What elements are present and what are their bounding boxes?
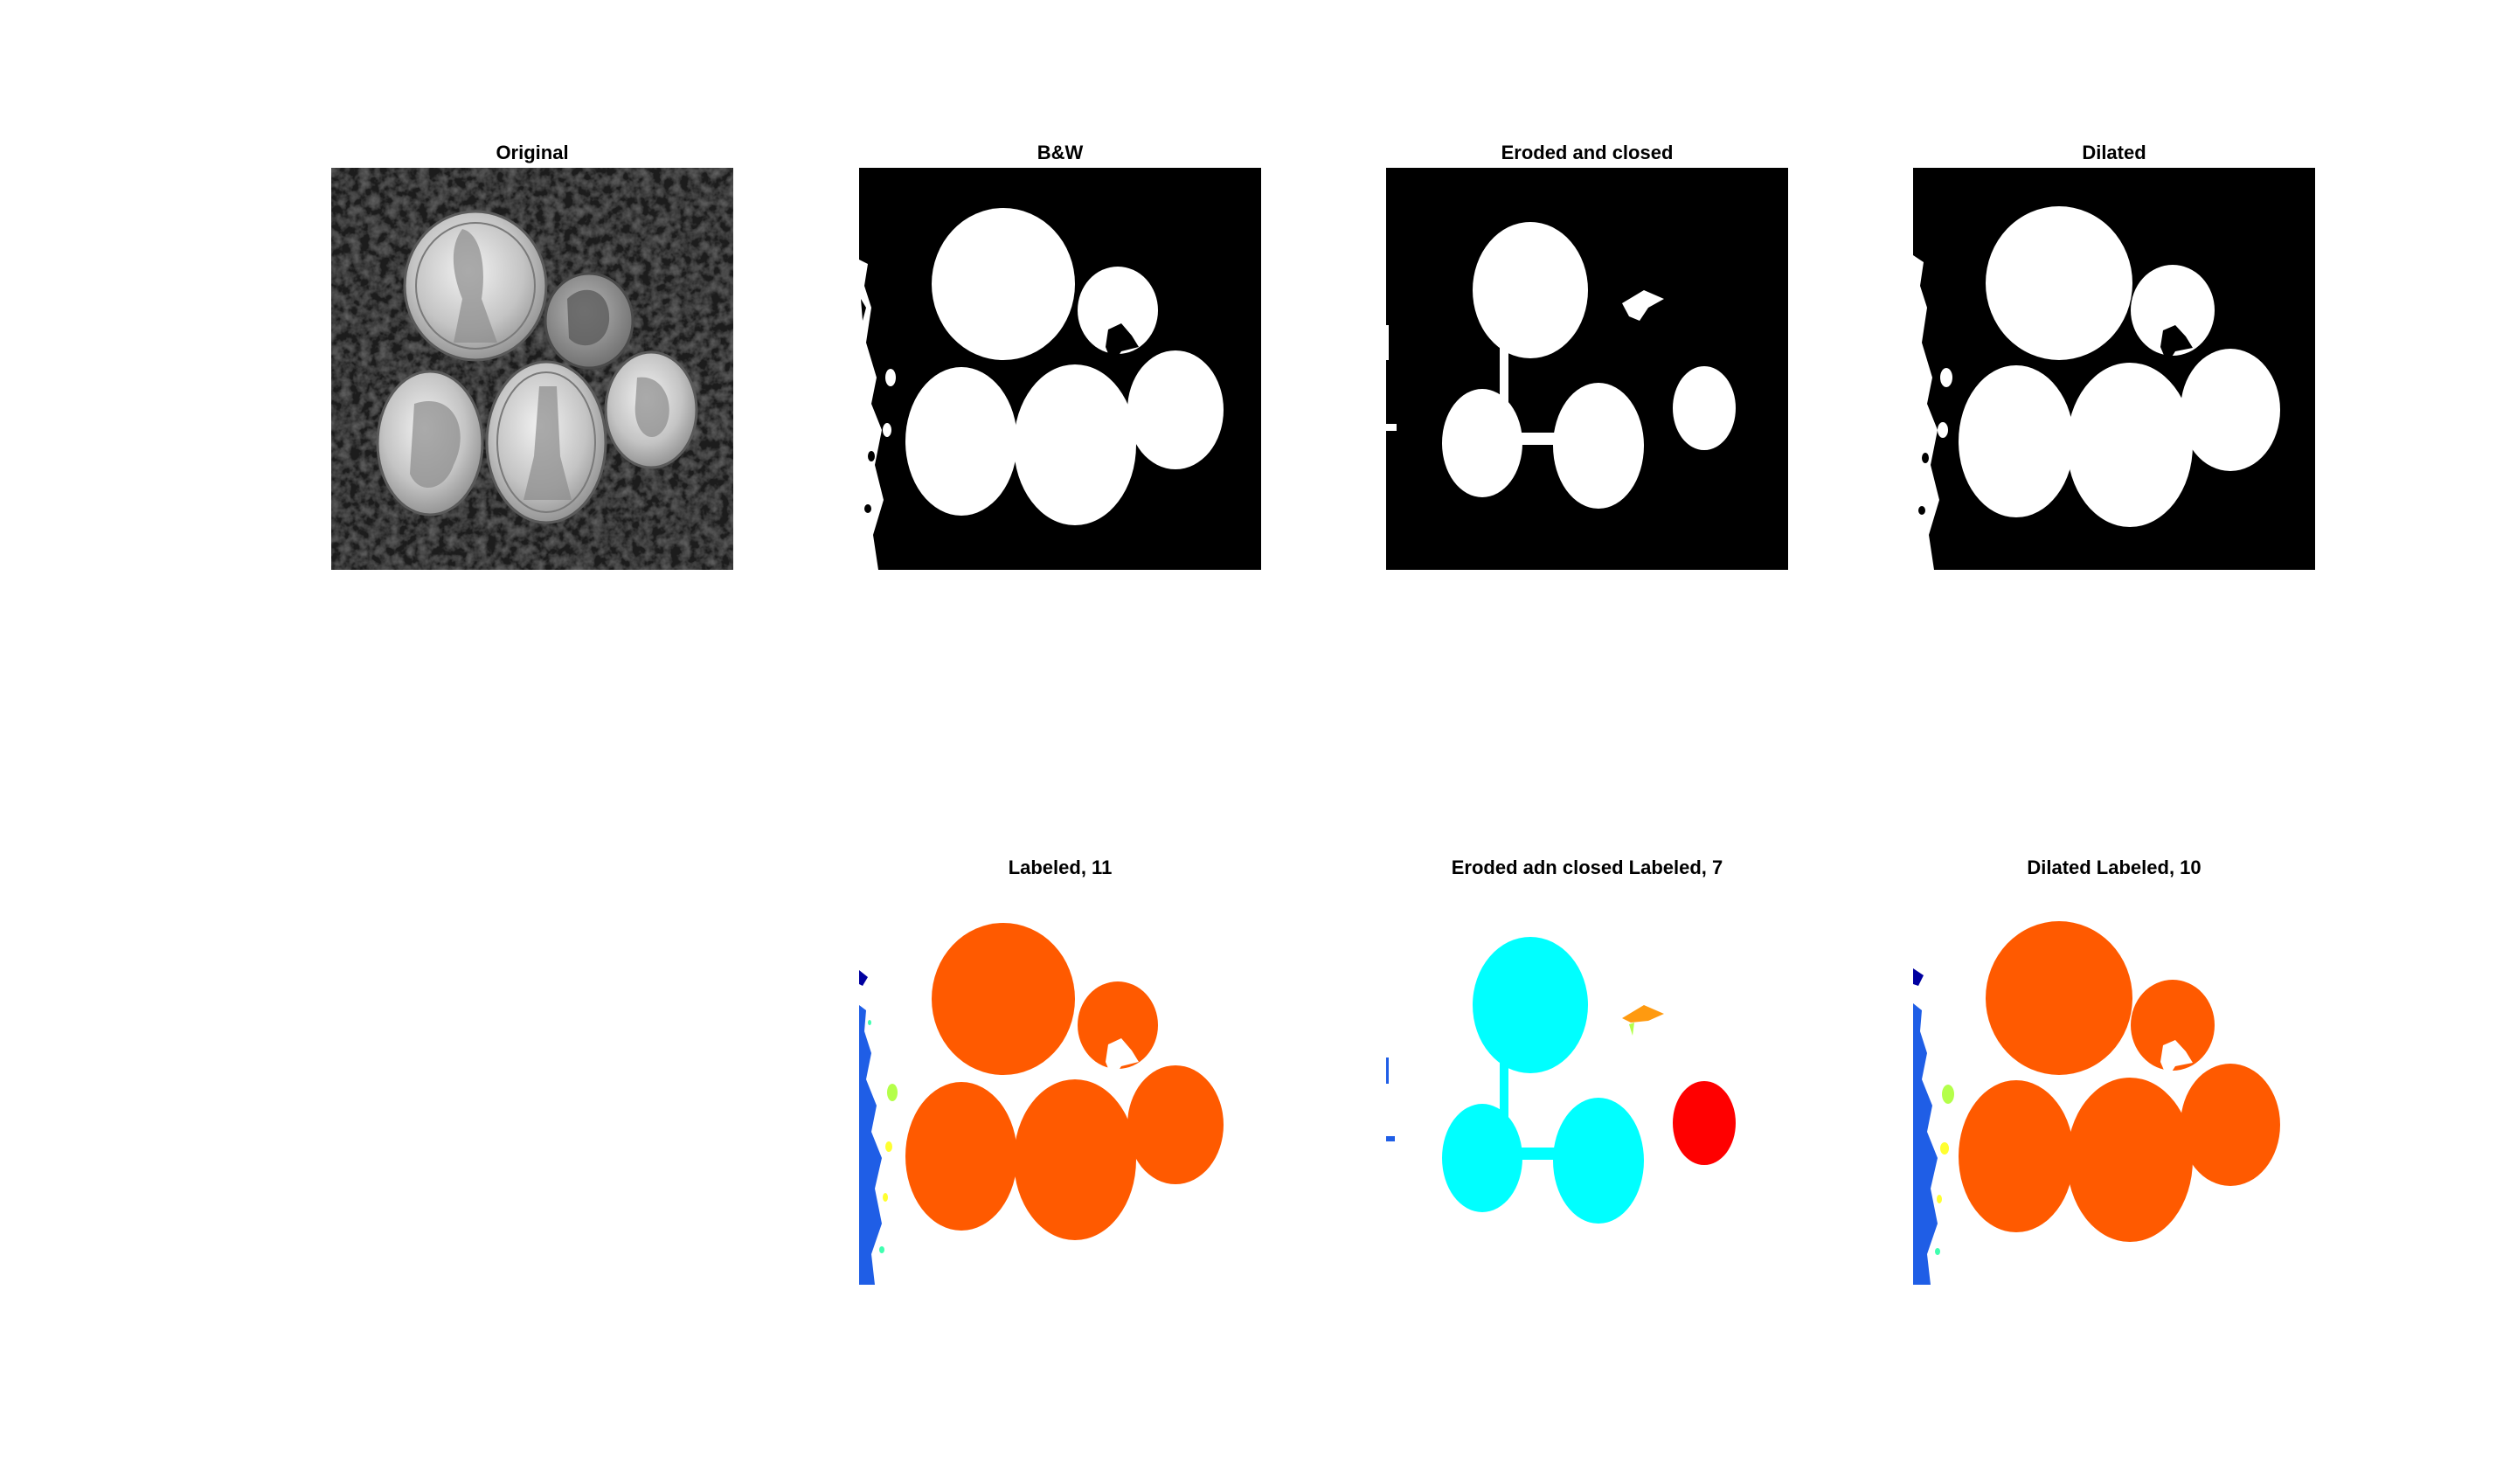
label-region-corner	[859, 970, 868, 986]
panel-title: Original	[496, 142, 569, 163]
original-image	[331, 168, 733, 570]
label-region-coins	[905, 923, 1224, 1240]
bw-image	[859, 168, 1261, 570]
label-region-amber	[1622, 1005, 1664, 1023]
label-region-cyan	[1442, 937, 1644, 1224]
labeled-image	[859, 883, 1261, 1285]
eroded-labeled-image	[1386, 883, 1788, 1285]
coin-nickel	[376, 370, 484, 517]
panel-title: Dilated Labeled, 10	[2027, 856, 2202, 878]
coin-half-dollar	[403, 210, 548, 362]
panel-title: Eroded adn closed Labeled, 7	[1451, 856, 1723, 878]
coin-penny	[544, 272, 634, 370]
label-region-edge	[859, 1005, 882, 1285]
eroded-closed-image	[1386, 168, 1788, 570]
panel-title: B&W	[1037, 142, 1084, 163]
label-region-red	[1673, 1081, 1736, 1165]
panel-title: Labeled, 11	[1008, 856, 1113, 878]
panel-title: Dilated	[2082, 142, 2146, 163]
coin-dime	[604, 350, 698, 469]
panel-title: Eroded and closed	[1501, 142, 1674, 163]
label-region-edge	[1913, 1003, 1938, 1285]
dilated-labeled-image	[1913, 883, 2315, 1285]
label-region-coins	[1959, 921, 2280, 1242]
coin-quarter	[485, 360, 607, 524]
dilated-image	[1913, 168, 2315, 570]
label-region-corner	[1913, 968, 1924, 986]
